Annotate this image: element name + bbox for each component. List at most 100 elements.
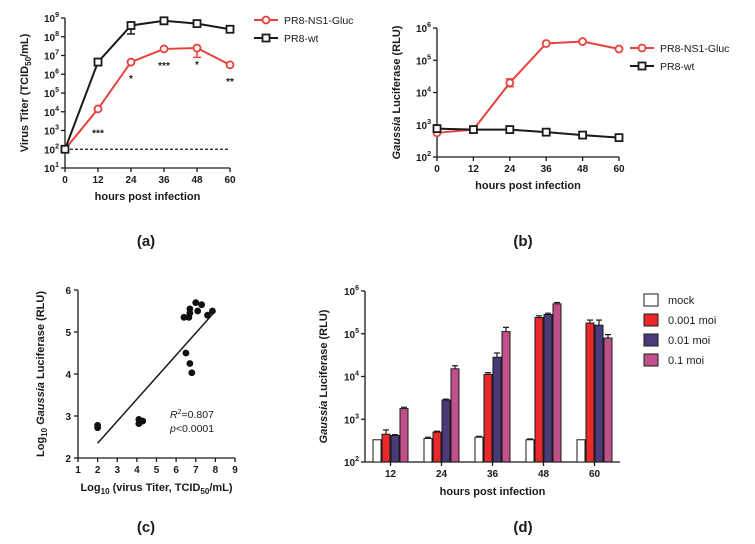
panel-a-y-label-tail: /mL) [19, 33, 31, 57]
panel-a-x-tick-label: 12 [92, 175, 104, 186]
panel-a-y-tick-label-base: 10 [44, 164, 56, 175]
panel-a-series-ns1-gluc-point [126, 57, 136, 67]
panel-a-x-tick-label: 36 [158, 175, 170, 186]
panel-c-p-value-value: <0.0001 [176, 423, 214, 435]
panel-a-x-tick-label: 24 [125, 175, 137, 186]
panel-d-y-tick-label-base: 10 [344, 415, 356, 426]
panel-d-y-tick-label: 105 [344, 328, 359, 341]
panel-d-bar-0-1-moi [552, 303, 562, 463]
panel-a-x-tick-label: 60 [224, 175, 236, 186]
panel-d-bar-0-01-moi [492, 356, 502, 463]
panel-b-legend-ns1-gluc-label: PR8-NS1-Gluc [660, 43, 729, 55]
panel-b-y-label: Gaussia Luciferase (RLU) [391, 25, 403, 159]
panel-a-y-tick-label: 103 [44, 125, 59, 138]
panel-a-y-label: Virus Titer (TCID50/mL) [19, 33, 33, 152]
panel-c-x-tick-label: 1 [75, 465, 81, 476]
panel-c-r-squared: R2=0.807 [170, 409, 214, 421]
panel-d-bar-0-001-moi [585, 322, 595, 463]
panel-b-y-tick-label-exp: 2 [427, 151, 431, 158]
panel-b-y-tick-label-base: 10 [416, 121, 428, 132]
panel-a-significance-label: *** [158, 61, 170, 72]
panel-a-y-tick-label-exp: 5 [55, 87, 59, 94]
panel-d-y-tick-label-base: 10 [344, 373, 356, 384]
panel-d-bar-mock [576, 439, 586, 463]
panel-b-y-tick-label: 105 [416, 54, 431, 67]
panel-c-p-value: p<0.0001 [169, 423, 214, 435]
panel-d-x-label: hours post infection [440, 486, 546, 498]
panel-d-bar-0-001-moi [483, 373, 493, 463]
panel-c-y-tick-label: 2 [65, 454, 71, 465]
panel-c-y-label: Log10 Gaussia Luciferase (RLU) [35, 291, 49, 457]
panel-b-y-tick-label-base: 10 [416, 56, 428, 67]
panel-c-x-label-sub50: 50 [200, 487, 209, 496]
panel-b-y-tick-label: 103 [416, 119, 431, 132]
panel-a-significance-label: ** [226, 77, 234, 88]
panel-a-series-wt-point [192, 19, 202, 29]
panel-d-bar-0-01-moi [543, 314, 553, 463]
panel-a-y-tick-label: 105 [44, 87, 59, 100]
panel-b-legend-wt-marker [637, 61, 647, 71]
panel-d-bar-0-01-moi [594, 324, 604, 463]
panel-b-series-ns1-gluc-line [436, 40, 620, 134]
panel-b-series-ns1-gluc-point [541, 39, 551, 48]
panel-d-y-label-rest: Luciferase (RLU) [318, 309, 330, 400]
panel-b-legend-wt-label: PR8-wt [660, 61, 695, 73]
panel-a-series-ns1-gluc-point [159, 44, 169, 54]
panel-d-y-tick-label-base: 10 [344, 330, 356, 341]
panel-c-regression-line [97, 310, 216, 444]
panel-d-y-tick-label: 106 [344, 285, 359, 298]
panel-d-legend-label-0-1-moi: 0.1 moi [668, 355, 704, 367]
panel-a-series-ns1-gluc-point [93, 104, 103, 114]
panel-c-r-squared-value: =0.807 [182, 409, 215, 421]
panel-a-y-tick-label-exp: 3 [55, 125, 59, 132]
panel-b-y-tick-label-exp: 4 [427, 87, 431, 94]
panel-b-y-tick-label: 102 [416, 151, 431, 164]
panel-c-y-label-sub: 10 [40, 427, 49, 436]
panel-d-bar-0-1-moi [450, 368, 460, 463]
panel-b-series-wt-point [505, 125, 515, 134]
panel-b-x-tick-label: 36 [541, 164, 553, 175]
panel-a-y-label-sub: 50 [24, 56, 33, 65]
panel-d-legend-label-mock: mock [668, 295, 695, 307]
panel-b-label: (b) [513, 233, 532, 250]
panel-a-series-ns1-gluc-point [192, 43, 202, 53]
panel-a-y-tick-label-exp: 4 [55, 106, 59, 113]
panel-d-y-tick-label: 103 [344, 413, 359, 426]
panel-d-x-tick-label: 24 [436, 469, 448, 480]
panel-a-y-tick-label-exp: 8 [55, 31, 59, 38]
panel-d-y-tick-label-exp: 6 [355, 285, 359, 292]
panel-c-x-label-sub10: 10 [101, 487, 110, 496]
panel-b-series-wt-point [614, 133, 624, 143]
panel-b-series-ns1-gluc-point [505, 78, 515, 88]
panel-a-y-tick-label-base: 10 [44, 52, 56, 63]
panel-a-y-tick-label-exp: 6 [55, 68, 59, 75]
panel-c-scatter-point [192, 299, 200, 306]
panel-c-x-label-log: Log [80, 482, 100, 494]
panel-c-x-tick-label: 2 [95, 465, 101, 476]
panel-d-x-tick-label: 12 [385, 469, 397, 480]
panel-d-legend-swatch-0-01-moi [643, 333, 659, 347]
panel-a-x-tick-label: 0 [62, 175, 68, 186]
panel-c-p-value-p: p [169, 423, 176, 435]
panel-a-y-tick-label: 108 [44, 31, 59, 44]
panel-a-series-wt-line [64, 19, 231, 150]
panel-a-y-tick-label: 101 [44, 162, 59, 175]
panel-d-bar-0-001-moi [381, 433, 391, 463]
panel-b-x-tick-label: 24 [504, 164, 516, 175]
panel-b-series-wt-point [578, 130, 587, 140]
panel-d-x-tick-label: 60 [589, 469, 601, 480]
panel-d-bar-0-01-moi [441, 399, 451, 463]
panel-b-series-wt-point [468, 125, 478, 134]
panel-a-legend-wt-marker [261, 33, 271, 43]
panel-d-bar-0-001-moi [432, 431, 442, 463]
panel-d-bar-0-1-moi [399, 408, 409, 463]
panel-d-y-tick-label: 102 [344, 456, 359, 469]
panel-a-y-tick-label-exp: 9 [55, 12, 59, 19]
panel-a-series-ns1-gluc-line [64, 46, 231, 150]
panel-d-bar-mock [372, 439, 382, 463]
panel-b-y-tick-label-base: 10 [416, 89, 428, 100]
panel-c-scatter-point [182, 349, 190, 357]
panel-c-y-label-rest: Luciferase (RLU) [35, 291, 47, 382]
panel-c-y-label-log: Log [35, 437, 47, 457]
